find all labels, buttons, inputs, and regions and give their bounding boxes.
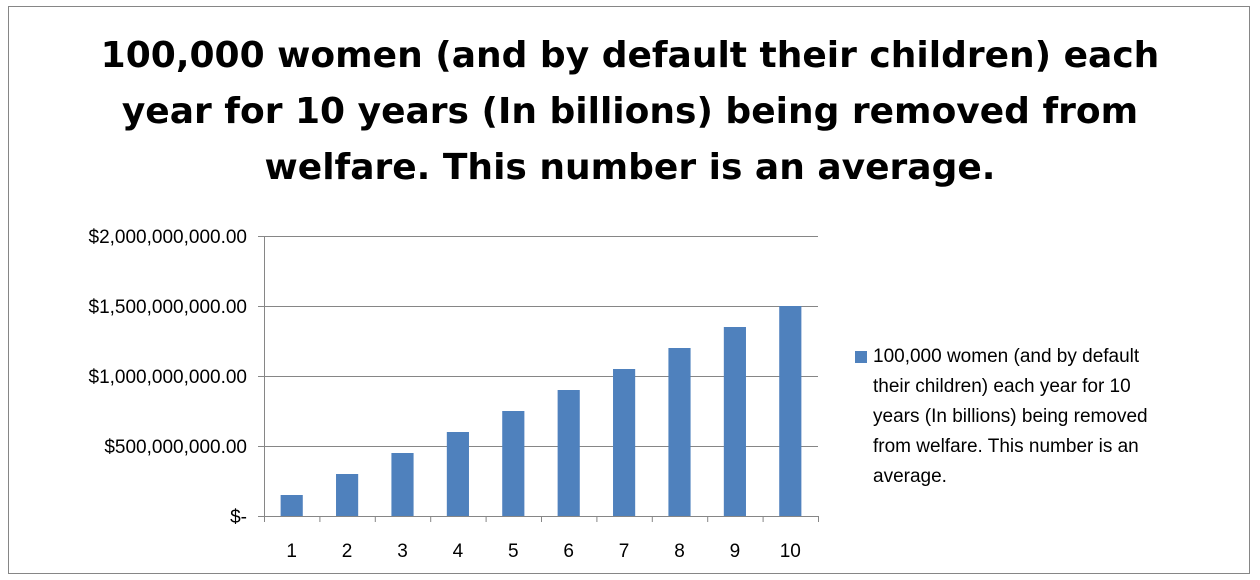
y-tick-label: $1,500,000,000.00: [89, 297, 248, 318]
legend: 100,000 women (and by default their chil…: [855, 342, 1175, 492]
bars: [280, 306, 802, 516]
y-tick-label: $1,000,000,000.00: [89, 367, 248, 388]
y-tick-label: $-: [230, 507, 247, 528]
bar: [613, 369, 636, 516]
bar: [391, 453, 414, 516]
gridlines: [264, 236, 818, 447]
x-tick-label: 8: [674, 541, 685, 562]
x-tick-label: 4: [453, 541, 464, 562]
y-tick-label: $2,000,000,000.00: [89, 227, 248, 248]
x-tick-label: 5: [508, 541, 519, 562]
x-tick-label: 6: [563, 541, 574, 562]
bar: [280, 495, 303, 516]
y-tick-label: $500,000,000.00: [104, 437, 247, 458]
x-tick-label: 9: [730, 541, 741, 562]
x-tick-label: 1: [286, 541, 297, 562]
x-tick-label: 2: [342, 541, 353, 562]
x-tick-label: 3: [397, 541, 408, 562]
y-tick-labels: $- $500,000,000.00 $1,000,000,000.00 $1,500…: [89, 227, 248, 528]
bar: [723, 327, 746, 516]
legend-entry: 100,000 women (and by default their chil…: [873, 346, 1148, 487]
legend-swatch: [855, 351, 867, 363]
axes: [258, 236, 819, 522]
bar: [557, 390, 580, 516]
bar: [502, 411, 525, 516]
x-tick-labels: 1 2 3 4 5 6 7 8 9 10: [286, 541, 800, 562]
bar: [336, 474, 359, 516]
chart-title: 100,000 women (and by default their chil…: [100, 35, 1160, 188]
x-tick-label: 7: [619, 541, 630, 562]
bar: [668, 348, 691, 516]
bar: [446, 432, 469, 516]
bar: [779, 306, 802, 516]
x-tick-label: 10: [780, 541, 801, 562]
